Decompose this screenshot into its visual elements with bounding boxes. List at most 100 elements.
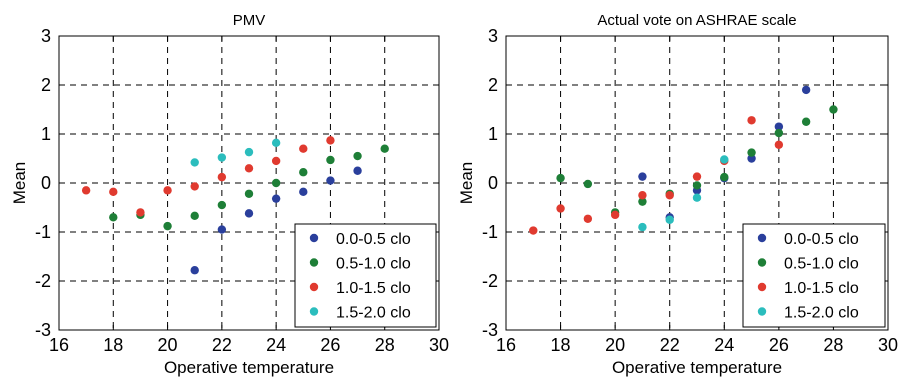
data-point <box>244 209 254 218</box>
y-axis-label: Mean <box>10 162 29 205</box>
data-point <box>190 182 199 191</box>
data-point <box>556 173 565 183</box>
y-tick-label: 1 <box>41 124 51 144</box>
data-point <box>244 189 254 198</box>
data-point <box>692 172 702 181</box>
data-point <box>217 200 227 210</box>
data-point <box>610 210 620 220</box>
data-point <box>217 172 227 182</box>
data-point <box>638 197 647 206</box>
y-tick-label: 2 <box>488 75 498 95</box>
legend-label: 1.5-2.0 clo <box>784 305 859 322</box>
x-tick-label: 26 <box>320 335 340 355</box>
x-axis-label: Operative temperature <box>164 358 334 377</box>
x-tick-label: 20 <box>158 335 178 355</box>
data-point <box>353 151 362 161</box>
data-point <box>217 225 227 234</box>
x-axis-label: Operative temperature <box>612 358 782 377</box>
data-point <box>326 155 335 165</box>
x-tick-label: 18 <box>103 335 123 355</box>
data-point <box>190 266 199 275</box>
legend-marker <box>309 282 319 292</box>
x-tick-label: 20 <box>605 335 625 355</box>
legend-label: 0.0-0.5 clo <box>784 231 859 248</box>
y-tick-label: -1 <box>482 222 498 242</box>
data-point <box>692 193 702 202</box>
y-tick-label: -3 <box>35 320 51 340</box>
legend-marker <box>309 258 319 267</box>
series-2 <box>109 144 389 231</box>
data-point <box>271 178 281 188</box>
series-1 <box>190 166 362 275</box>
legend: 0.0-0.5 clo 0.5-1.0 clo 1.0-1.5 clo 1.5-2.0… <box>742 223 886 328</box>
data-point <box>217 153 227 162</box>
data-point <box>299 144 308 153</box>
series-2 <box>556 105 838 217</box>
x-tick-label: 24 <box>714 335 734 355</box>
y-axis-label: Mean <box>457 162 476 205</box>
data-point <box>747 154 756 163</box>
data-point <box>638 191 647 200</box>
series-4 <box>190 138 281 167</box>
y-tick-label: 1 <box>488 124 498 144</box>
legend: 0.0-0.5 clo 0.5-1.0 clo 1.0-1.5 clo 1.5-2.0… <box>294 223 437 328</box>
legend-label: 1.0-1.5 clo <box>784 280 859 297</box>
series-4 <box>638 155 729 232</box>
data-point <box>583 179 593 189</box>
legend-box <box>742 223 886 328</box>
legend-label: 0.5-1.0 clo <box>784 256 859 273</box>
legend-marker <box>309 307 319 316</box>
x-tick-label: 28 <box>375 335 395 355</box>
data-point <box>801 117 811 126</box>
data-point <box>583 214 593 223</box>
data-point <box>774 122 784 131</box>
x-tick-label: 28 <box>823 335 843 355</box>
data-point <box>638 172 647 181</box>
x-tick-label: 26 <box>769 335 789 355</box>
legend-marker <box>757 307 767 316</box>
data-point <box>299 187 308 197</box>
x-tick-label: 22 <box>212 335 232 355</box>
data-point <box>190 158 199 167</box>
x-tick-label: 18 <box>551 335 571 355</box>
data-point <box>109 213 118 222</box>
data-point <box>271 138 281 148</box>
legend-marker <box>309 233 319 243</box>
data-point <box>244 164 254 173</box>
data-point <box>556 204 565 213</box>
chart-panel-1: 16 18 20 22 24 26 28 30 -3 -2 -1 0 1 2 3 PMV Operative t… <box>10 12 449 377</box>
data-point <box>665 215 674 224</box>
y-tick-label: -2 <box>35 271 51 291</box>
legend-label: 1.5-2.0 clo <box>336 305 411 322</box>
y-tick-label: 3 <box>488 26 498 46</box>
data-point <box>109 187 118 197</box>
legend-marker <box>757 282 767 292</box>
data-point <box>665 191 674 200</box>
data-point <box>299 168 308 177</box>
y-tick-label: 0 <box>41 173 51 193</box>
legend-marker <box>757 258 767 267</box>
data-point <box>529 226 538 235</box>
x-tick-label: 24 <box>266 335 286 355</box>
x-tick-label: 30 <box>429 335 449 355</box>
data-point <box>801 85 811 95</box>
legend-box <box>294 223 437 328</box>
legend-marker <box>757 233 767 243</box>
axes-frame <box>58 35 440 331</box>
data-point <box>829 105 838 114</box>
data-point <box>747 148 756 157</box>
data-point <box>774 140 784 149</box>
x-tick-label: 16 <box>496 335 516 355</box>
data-point <box>190 211 199 221</box>
x-tick-label: 16 <box>49 335 69 355</box>
series-3 <box>81 136 335 217</box>
data-point <box>136 208 145 217</box>
chart-title: Actual vote on ASHRAE scale <box>597 12 796 29</box>
data-point <box>163 221 172 231</box>
data-point <box>720 172 729 182</box>
y-tick-label: -2 <box>482 271 498 291</box>
data-point <box>774 128 784 138</box>
data-point <box>353 166 362 175</box>
legend-label: 0.5-1.0 clo <box>336 256 411 273</box>
